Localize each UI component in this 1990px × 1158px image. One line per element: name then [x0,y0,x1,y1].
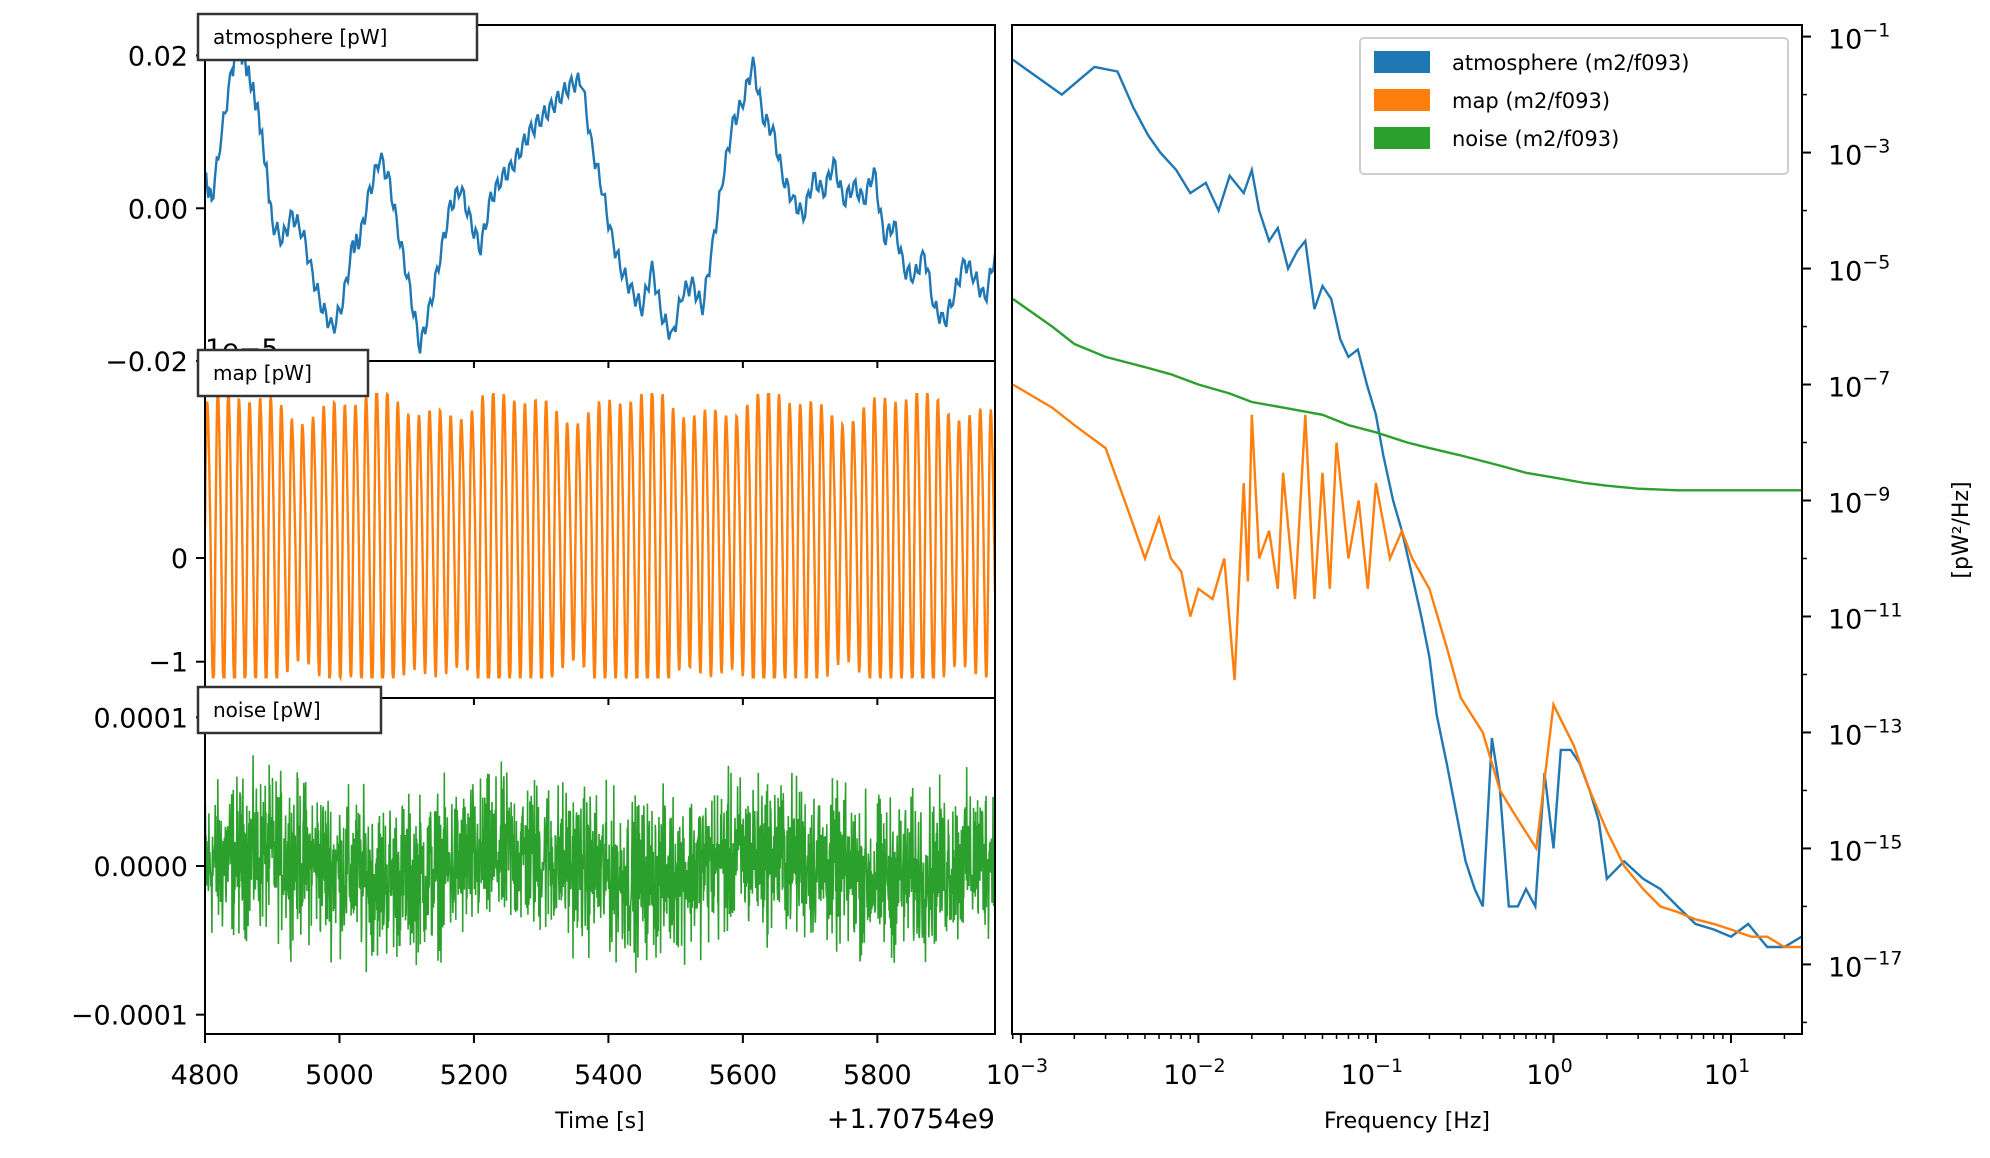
psd-ytick-base: 10 [1828,257,1862,288]
psd-legend: atmosphere (m2/f093) map (m2/f093) noise (… [1359,37,1789,175]
psd-ytick-exponent: −17 [1862,947,1902,969]
noise-timeseries-line [205,755,995,973]
atmosphere-psd-line [1012,58,1802,949]
atmosphere-panel-label: atmosphere [pW] [213,25,387,49]
atmosphere-panel-label-box: atmosphere [pW] [196,12,479,62]
psd-xtick-label: 101 [1704,1055,1750,1091]
time-xtick-label: 4800 [171,1060,240,1091]
time-xtick-label: 5200 [440,1060,509,1091]
psd-ytick-label: 10−13 [1828,715,1902,751]
psd-xtick-exponent: −1 [1375,1055,1403,1077]
map-psd-line [1012,383,1802,949]
psd-ytick-base: 10 [1828,489,1862,520]
legend-label-atmosphere: atmosphere (m2/f093) [1452,51,1689,75]
time-xtick-label: 5800 [843,1060,912,1091]
map-ytick-label: −1 [148,648,188,679]
psd-ytick-exponent: −15 [1862,831,1902,853]
map-ytick-label: 0 [171,544,188,575]
psd-ytick-label: 10−7 [1828,368,1890,404]
legend-swatch-map [1374,89,1430,111]
psd-axes-frame [1011,24,1803,1035]
psd-ytick-base: 10 [1828,836,1862,867]
panel-noise: 0.0001 0.0000 −0.0001 noise [pW] [71,685,996,1043]
psd-ytick-label: 10−1 [1828,20,1890,56]
psd-xtick-base: 10 [1341,1060,1375,1091]
time-xtick-label: 5400 [574,1060,643,1091]
noise-panel-label-box: noise [pW] [196,685,383,735]
psd-ytick-base: 10 [1828,952,1862,983]
noise-ytick-label: 0.0000 [94,852,188,883]
psd-xtick-exponent: −3 [1020,1055,1048,1077]
noise-ytick-label: −0.0001 [71,1001,188,1032]
atmosphere-label-frame [196,12,479,62]
psd-ytick-exponent: −1 [1862,20,1890,42]
psd-ylabel: [pW²/Hz] [1949,481,1974,578]
psd-ytick-label: 10−5 [1828,252,1890,288]
psd-xtick-exponent: 0 [1561,1055,1573,1077]
atmosphere-ytick-label: −0.02 [105,347,188,378]
time-offset-label: +1.70754e9 [827,1104,995,1135]
psd-xtick-label: 10−2 [1163,1055,1225,1091]
noise-psd-line [1012,297,1802,492]
psd-ytick-exponent: −9 [1862,484,1890,506]
psd-ytick-exponent: −13 [1862,715,1902,737]
psd-ytick-base: 10 [1828,604,1862,635]
psd-xtick-exponent: 1 [1738,1055,1750,1077]
noise-ytick-label: 0.0001 [94,703,188,734]
psd-ytick-base: 10 [1828,720,1862,751]
map-panel-label-box: map [pW] [196,348,370,398]
psd-ytick-label: 10−11 [1828,599,1902,635]
psd-ytick-base: 10 [1828,141,1862,172]
psd-ytick-exponent: −5 [1862,252,1890,274]
legend-swatch-noise [1374,127,1430,149]
noise-label-frame [196,685,383,735]
time-xlabel: Time [s] [554,1109,644,1134]
psd-ytick-base: 10 [1828,373,1862,404]
map-label-frame [196,348,370,398]
legend-label-noise: noise (m2/f093) [1452,127,1619,151]
psd-xtick-label: 10−1 [1341,1055,1403,1091]
psd-ytick-label: 10−17 [1828,947,1902,983]
psd-ytick-label: 10−3 [1828,136,1890,172]
psd-xtick-base: 10 [1163,1060,1197,1091]
atmosphere-timeseries-line [205,41,995,354]
legend-frame [1359,37,1789,175]
psd-xtick-base: 10 [1526,1060,1560,1091]
panel-map: 0−11e−5map [pW] [148,334,996,705]
noise-panel-label: noise [pW] [213,698,321,722]
legend-swatch-atmosphere [1374,51,1430,73]
atmosphere-ytick-label: 0.00 [128,194,188,225]
psd-ytick-exponent: −3 [1862,136,1890,158]
psd-xlabel: Frequency [Hz] [1324,1109,1490,1134]
psd-ytick-exponent: −7 [1862,368,1890,390]
psd-xtick-label: 10−3 [986,1055,1048,1091]
psd-xtick-base: 10 [986,1060,1020,1091]
psd-xtick-label: 100 [1526,1055,1572,1091]
legend-label-map: map (m2/f093) [1452,89,1610,113]
psd-ytick-label: 10−15 [1828,831,1902,867]
psd-xtick-base: 10 [1704,1060,1738,1091]
time-xtick-label: 5600 [709,1060,778,1091]
psd-ytick-label: 10−9 [1828,484,1890,520]
time-xtick-label: 5000 [305,1060,374,1091]
panel-atmosphere: 0.02 0.00 −0.02 atmosphere [pW] [105,12,996,378]
psd-xtick-exponent: −2 [1198,1055,1226,1077]
map-timeseries-line [205,391,995,682]
map-panel-label: map [pW] [213,361,312,385]
psd-panel: 10−3 10−2 10−1 100 10110−110−310−510−710−910… [986,20,1974,1134]
psd-ytick-exponent: −11 [1862,599,1902,621]
atmosphere-ytick-label: 0.02 [128,42,188,73]
psd-ytick-base: 10 [1828,25,1862,56]
